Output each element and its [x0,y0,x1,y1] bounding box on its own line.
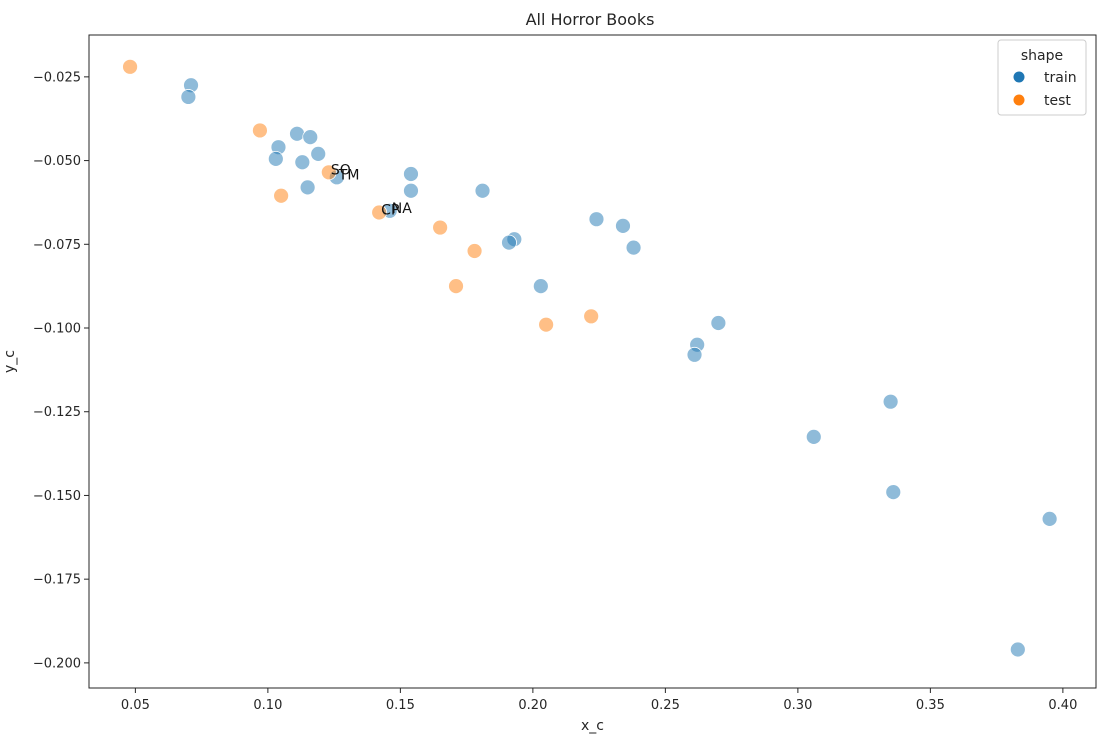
test-point [466,243,483,259]
x-tick-label: 0.35 [916,698,945,713]
x-axis-label: x_c [581,718,604,734]
train-point [885,484,902,501]
point-annotation: SO [331,162,351,178]
train-point [686,346,703,363]
test-point [252,122,268,139]
y-axis: −0.025 −0.050 −0.075 −0.100 −0.125 −0.150 −0.1… [33,70,89,671]
train-point [310,145,327,162]
y-tick-label: −0.200 [33,656,81,671]
chart-title: All Horror Books [526,10,655,29]
train-point [299,179,316,196]
y-tick-label: −0.025 [33,70,81,85]
train-point [267,151,284,167]
train-point [625,239,642,256]
x-tick-label: 0.25 [651,698,680,713]
y-tick-label: −0.075 [33,238,81,253]
test-point [320,164,337,181]
points-layer [122,58,1058,658]
test-point [432,219,449,236]
test-point [273,187,290,204]
x-tick-label: 0.40 [1048,698,1077,713]
train-point [180,89,197,105]
y-tick-label: −0.175 [33,573,81,588]
y-tick-label: −0.150 [33,489,81,504]
plot-frame [88,34,1097,689]
train-point [403,166,419,182]
train-point [1041,510,1058,527]
legend-label-test: test [1044,93,1071,109]
train-point [302,129,319,146]
point-annotation: NA [392,201,412,217]
test-point [538,316,555,333]
x-tick-label: 0.05 [121,698,150,713]
train-point [474,182,491,199]
y-tick-label: −0.125 [33,405,81,420]
train-point [710,315,727,331]
test-point [371,204,388,221]
point-annotation: CP [381,202,399,218]
x-axis: 0.05 0.10 0.15 0.20 0.25 0.30 0.35 0.40 [121,688,1077,713]
x-tick-label: 0.15 [386,698,415,713]
train-point [532,278,549,295]
test-point [448,278,464,295]
train-point [588,211,605,228]
train-point [615,217,631,234]
y-tick-label: −0.100 [33,322,81,337]
train-point [403,182,419,199]
legend-title: shape [1021,48,1063,64]
x-tick-label: 0.30 [783,698,812,713]
legend: shape train test [997,39,1087,116]
train-point [805,428,822,445]
y-axis-label: y_c [2,350,18,373]
train-point [882,393,899,410]
point-annotation: TM [338,167,360,183]
test-point [583,308,600,325]
x-tick-label: 0.20 [518,698,547,713]
y-tick-label: −0.050 [33,154,81,169]
legend-label-train: train [1044,70,1077,86]
train-point [294,154,311,171]
train-point [1009,641,1026,658]
test-point [122,58,138,75]
train-point [501,234,517,251]
legend-marker-train [1013,71,1025,83]
x-tick-label: 0.10 [253,698,282,713]
train-point [289,125,305,142]
legend-marker-test [1013,94,1025,106]
